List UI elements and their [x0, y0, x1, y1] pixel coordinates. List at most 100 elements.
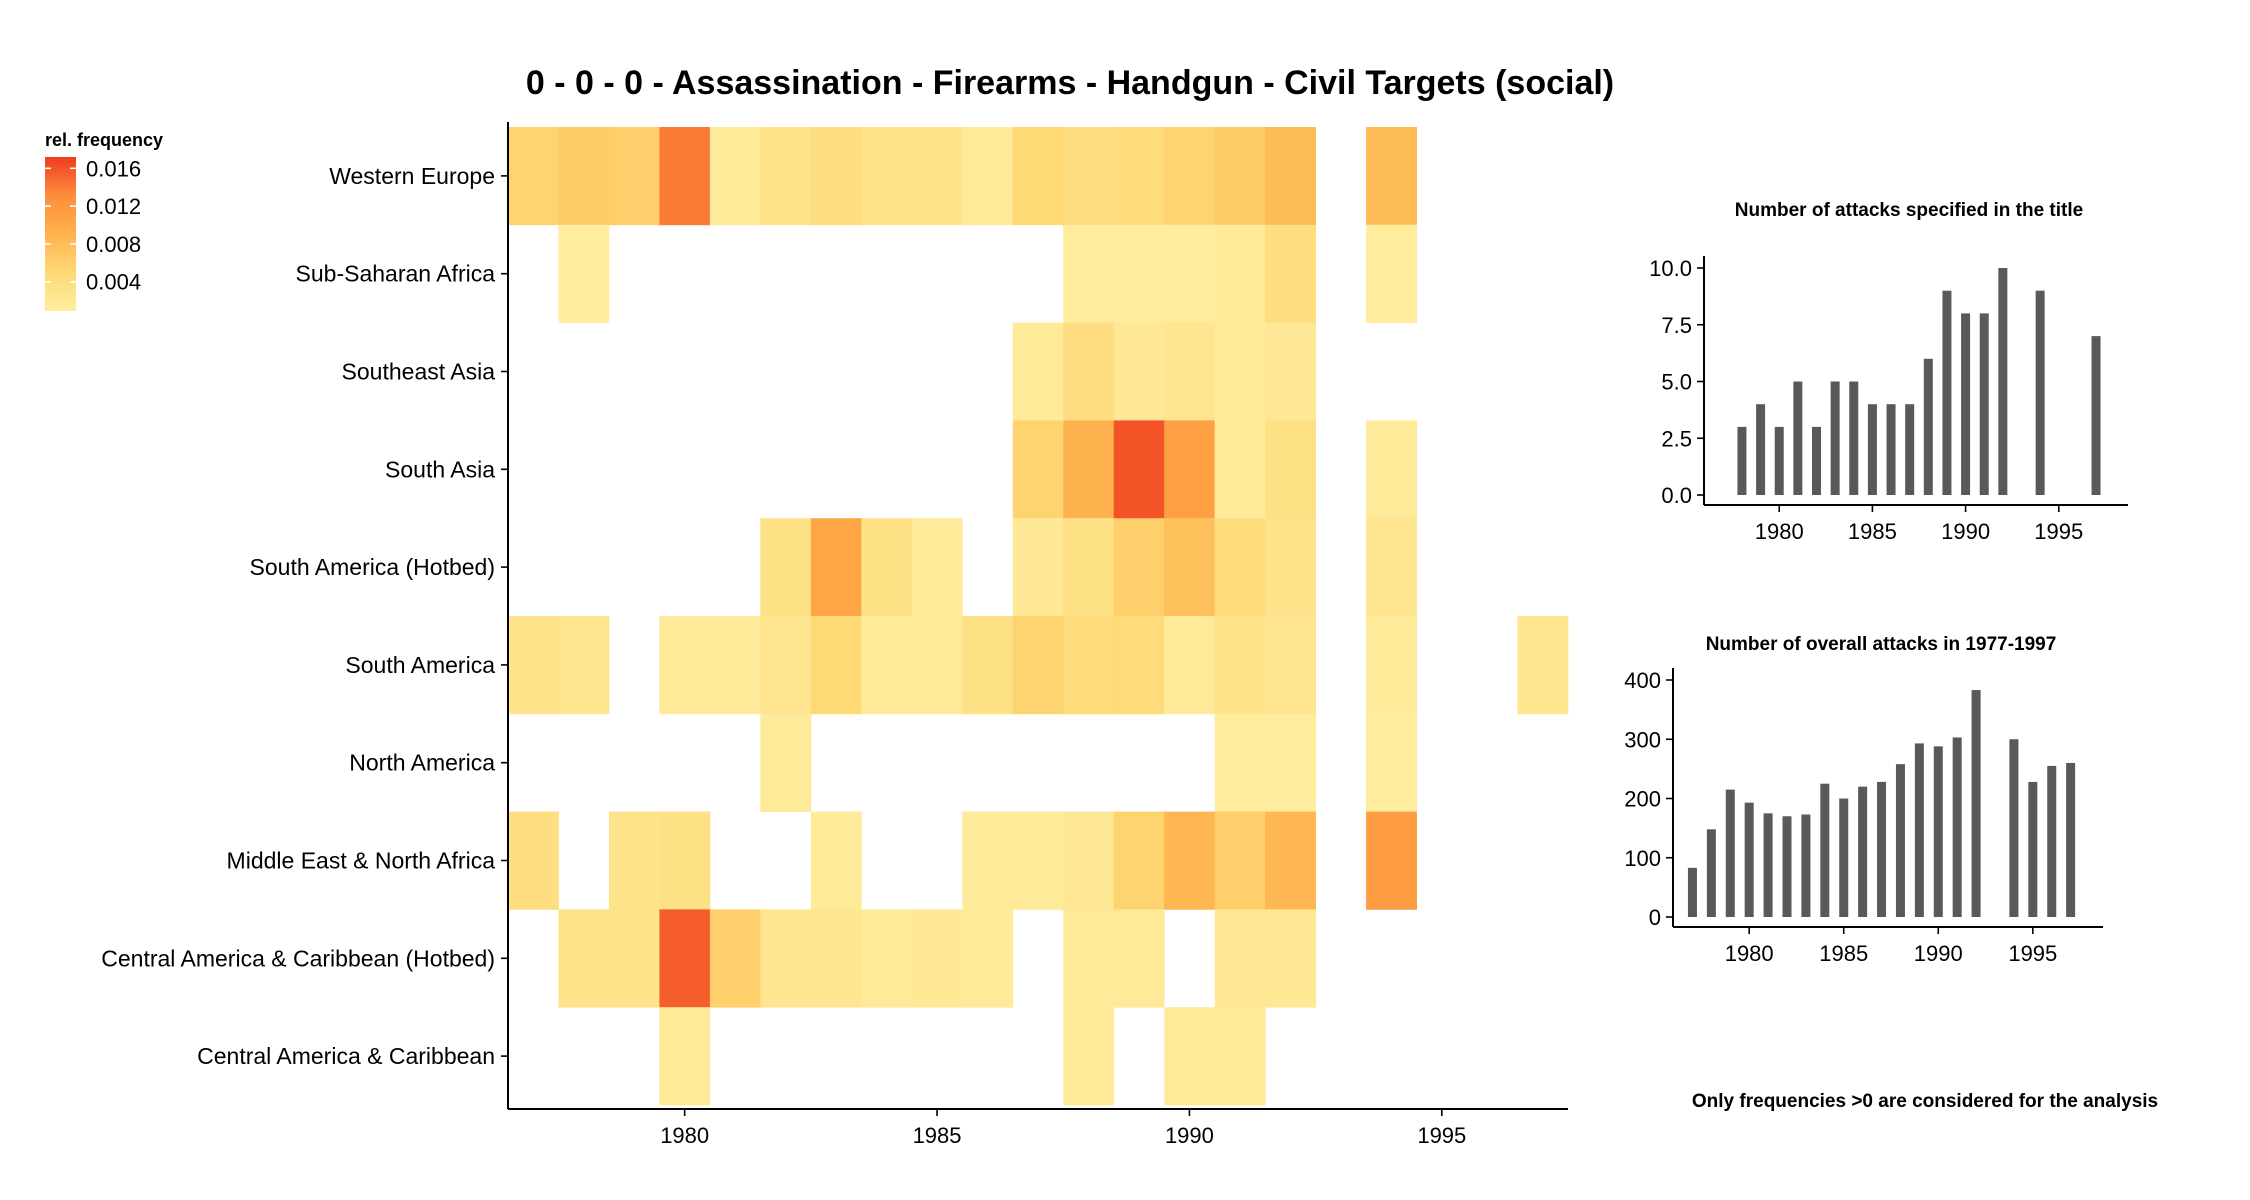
- heatmap-cell: [659, 909, 711, 1008]
- heatmap-cell: [962, 127, 1014, 226]
- heatmap-cell: [1164, 1007, 1216, 1106]
- heatmap-cell: [709, 909, 761, 1008]
- x-tick-label: 1985: [913, 1123, 962, 1148]
- heatmap-cell: [810, 616, 862, 715]
- y-tick-label: 5.0: [1661, 370, 1692, 395]
- heatmap-cell: [810, 127, 862, 226]
- heatmap-cell: [810, 518, 862, 617]
- heatmap-cell: [760, 127, 812, 226]
- x-tick-label: 1980: [1725, 941, 1774, 966]
- analysis-note: Only frequencies >0 are considered for t…: [1692, 1091, 2158, 1112]
- heatmap-cell: [1366, 224, 1417, 323]
- bar: [1687, 867, 1697, 917]
- heatmap-cell: [911, 909, 963, 1008]
- heatmap-cell: [760, 909, 812, 1008]
- heatmap-cell: [1265, 322, 1317, 421]
- x-tick-label: 1990: [1914, 941, 1963, 966]
- bar: [2091, 336, 2101, 495]
- heatmap-x-axis: 1980 1985 1990 1995: [508, 1108, 1568, 1148]
- heatmap-cell: [508, 811, 559, 910]
- bar: [2035, 290, 2045, 495]
- bar: [1782, 816, 1792, 917]
- bar: [1725, 789, 1735, 917]
- heatmap-cell: [659, 1007, 711, 1106]
- heatmap-cell: [1164, 616, 1216, 715]
- chart-title: 0 - 0 - 0 - Assassination - Firearms - H…: [526, 64, 1614, 102]
- region-label: South America: [345, 652, 495, 678]
- x-tick-label: 1980: [660, 1123, 709, 1148]
- heatmap-cell: [1164, 127, 1216, 226]
- heatmap-cell: [911, 518, 963, 617]
- bar: [1744, 802, 1754, 917]
- heatmap-cell: [1063, 811, 1115, 910]
- heatmap-cell: [1517, 616, 1569, 715]
- bar: [1839, 798, 1849, 917]
- heatmap-cell: [1366, 518, 1417, 617]
- bar: [1886, 404, 1896, 495]
- bar: [1820, 783, 1830, 917]
- heatmap-cell: [1164, 322, 1216, 421]
- bar: [1933, 746, 1943, 917]
- x-tick-label: 1990: [1165, 1123, 1214, 1148]
- heatmap-cell: [1214, 616, 1266, 715]
- heatmap-cell: [1012, 322, 1064, 421]
- heatmap-cell: [861, 518, 913, 617]
- bar: [1812, 426, 1821, 495]
- heatmap-cell: [861, 616, 913, 715]
- heatmap-cell: [760, 518, 812, 617]
- heatmap-cell: [1214, 811, 1266, 910]
- heatmap-cell: [1265, 616, 1317, 715]
- heatmap-cells: [508, 127, 1569, 1106]
- y-tick-label: 0.0: [1661, 483, 1692, 508]
- heatmap-cell: [1113, 616, 1165, 715]
- heatmap-cell: [1063, 616, 1115, 715]
- y-tick-label: 7.5: [1661, 313, 1692, 338]
- heatmap-cell: [962, 616, 1014, 715]
- bar: [1801, 814, 1811, 917]
- heatmap-cell: [760, 713, 812, 812]
- heatmap-cell: [1063, 420, 1115, 519]
- heatmap-cell: [1265, 224, 1317, 323]
- x-tick-label: 1985: [1819, 941, 1868, 966]
- y-tick-label: 10.0: [1649, 256, 1692, 281]
- bar: [1923, 358, 1933, 495]
- heatmap-cell: [558, 909, 610, 1008]
- heatmap-cell: [1164, 518, 1216, 617]
- heatmap-cell: [1214, 713, 1266, 812]
- heatmap-cell: [1113, 909, 1165, 1008]
- heatmap-cell: [1214, 127, 1266, 226]
- heatmap-cell: [1214, 518, 1266, 617]
- heatmap-cell: [1366, 127, 1417, 226]
- x-tick-label: 1985: [1848, 519, 1897, 544]
- region-label: Middle East & North Africa: [227, 848, 496, 874]
- heatmap-cell: [1214, 322, 1266, 421]
- heatmap-cell: [1366, 420, 1417, 519]
- bar: [1905, 404, 1915, 495]
- x-tick-label: 1980: [1755, 519, 1804, 544]
- legend-tick-label: 0.016: [86, 156, 141, 181]
- heatmap-cell: [558, 224, 610, 323]
- heatmap-cell: [1113, 127, 1165, 226]
- bar: [1867, 404, 1877, 495]
- heatmap-cell: [1214, 1007, 1266, 1106]
- heatmap-cell: [1265, 518, 1317, 617]
- heatmap-cell: [608, 909, 660, 1008]
- legend-title: rel. frequency: [45, 130, 163, 150]
- heatmap-cell: [1214, 224, 1266, 323]
- bar: [2028, 781, 2038, 917]
- heatmap-cell: [861, 127, 913, 226]
- bar: [1849, 381, 1859, 495]
- bar: [1971, 690, 1981, 917]
- heatmap-cell: [1265, 127, 1317, 226]
- heatmap-y-axis: Western Europe Sub-Saharan Africa Southeas…: [101, 122, 509, 1109]
- heatmap-cell: [1265, 909, 1317, 1008]
- heatmap-cell: [1063, 127, 1115, 226]
- heatmap-cell: [962, 909, 1014, 1008]
- heatmap-cell: [558, 127, 610, 226]
- heatmap-cell: [608, 811, 660, 910]
- heatmap-cell: [1164, 224, 1216, 323]
- heatmap-cell: [1012, 616, 1064, 715]
- region-label: South Asia: [385, 456, 495, 482]
- bar: [1914, 743, 1924, 917]
